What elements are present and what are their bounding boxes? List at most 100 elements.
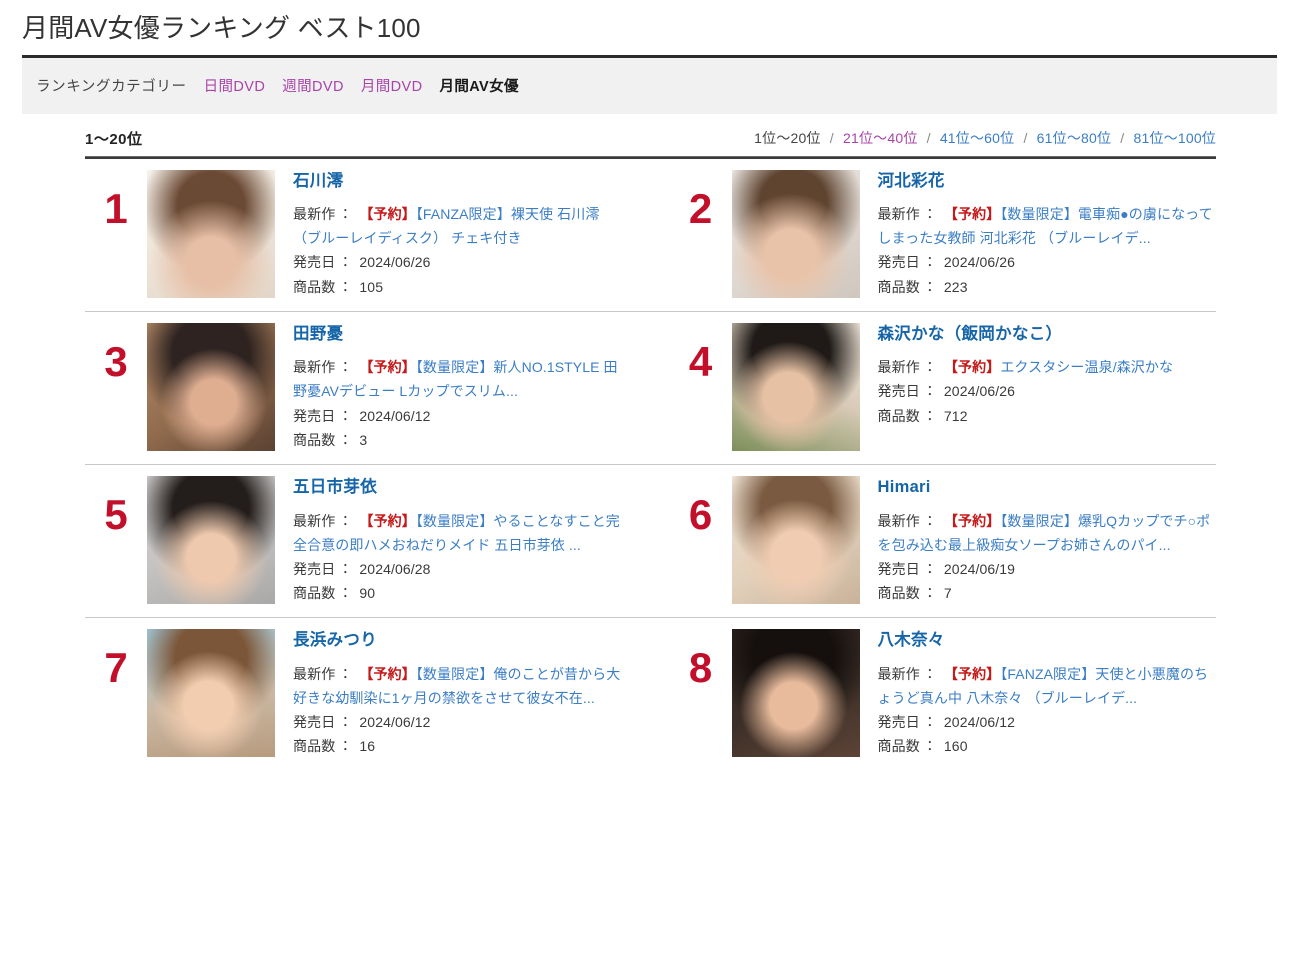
actress-thumbnail[interactable]: [731, 322, 860, 451]
release-date-label: 発売日: [877, 383, 920, 400]
pagination-21-40[interactable]: 21位〜40位: [842, 129, 918, 146]
actress-thumbnail[interactable]: [147, 322, 275, 451]
colon: ：: [922, 560, 937, 577]
latest-work-row: 最新作： 【予約】【数量限定】新人NO.1STYLE 田野憂AVデビュー Lカッ…: [293, 355, 632, 403]
ranking-item-meta: 最新作： 【予約】【FANZA限定】裸天使 石川澪 （ブルーレイディスク） チェ…: [293, 202, 632, 298]
actress-thumbnail[interactable]: [731, 169, 860, 298]
section-header: 1〜20位 1位〜20位 / 21位〜40位 / 41位〜60位 / 61位〜8…: [85, 128, 1216, 159]
pagination-separator: /: [1120, 129, 1125, 146]
actress-thumbnail[interactable]: [147, 475, 275, 604]
item-count-value: 3: [359, 431, 368, 448]
colon: ：: [922, 278, 937, 295]
rank-number: 2: [688, 184, 713, 232]
release-date-label: 発売日: [877, 254, 920, 271]
latest-work-title-link[interactable]: 【FANZA限定】裸天使 石川澪 （ブルーレイディスク） チェキ付き: [293, 206, 600, 247]
colon: ：: [922, 737, 937, 754]
latest-work-row: 最新作： 【予約】エクスタシー温泉/森沢かな: [878, 355, 1217, 379]
latest-work-label: 最新作: [877, 665, 920, 682]
pagination-separator: /: [1023, 129, 1028, 146]
latest-work-row: 最新作： 【予約】【数量限定】爆乳Qカップでチ○ポを包み込む最上級痴女ソープお姉…: [878, 509, 1217, 557]
category-link-monthly-dvd[interactable]: 月間DVD: [360, 78, 423, 95]
colon: ：: [338, 560, 353, 577]
actress-name-link[interactable]: Himari: [877, 477, 931, 496]
pagination-41-60[interactable]: 41位〜60位: [939, 129, 1015, 146]
release-date-row: 発売日： 2024/06/26: [878, 379, 1217, 403]
portrait-image: [147, 169, 275, 298]
ranking-item: 1 石川澪 最新作： 【予約】【FANZA限定】裸天使 石川澪 （ブルーレイディ…: [85, 159, 651, 311]
latest-work-title-link[interactable]: 【数量限定】爆乳Qカップでチ○ポを包み込む最上級痴女ソープお姉さんのパイ...: [877, 512, 1211, 553]
latest-work-title-link[interactable]: 【数量限定】やることなすこと完全合意の即ハメおねだりメイド 五日市芽依 ...: [293, 512, 620, 553]
release-date-value: 2024/06/12: [359, 407, 431, 424]
colon: ：: [338, 512, 353, 529]
release-date-value: 2024/06/19: [943, 560, 1015, 577]
ranking-item-meta: 最新作： 【予約】【数量限定】やることなすこと完全合意の即ハメおねだりメイド 五…: [293, 509, 632, 605]
ranking-item: 6 Himari 最新作： 【予約】【数量限定】爆乳Qカップでチ○ポを包み込む最…: [650, 463, 1217, 617]
rank-number: 5: [104, 490, 128, 538]
latest-work-label: 最新作: [877, 359, 920, 376]
ranking-item: 7 長浜みつり 最新作： 【予約】【数量限定】俺のことが昔から大好きな幼馴染に1…: [85, 616, 651, 770]
release-date-value: 2024/06/12: [943, 713, 1015, 730]
ranking-item-info: 田野憂 最新作： 【予約】【数量限定】新人NO.1STYLE 田野憂AVデビュー…: [293, 323, 632, 452]
ranking-item-meta: 最新作： 【予約】【数量限定】電車痴●の虜になってしまった女教師 河北彩花 （ブ…: [878, 202, 1217, 298]
item-count-row: 商品数： 223: [878, 275, 1217, 299]
actress-thumbnail[interactable]: [147, 169, 275, 298]
release-date-value: 2024/06/26: [943, 383, 1015, 400]
actress-thumbnail[interactable]: [731, 475, 860, 604]
pagination-separator: /: [926, 129, 931, 146]
reserve-badge: 【予約】: [943, 359, 1001, 376]
category-nav-label: ランキングカテゴリー: [36, 78, 187, 95]
latest-work-title-link[interactable]: 【数量限定】俺のことが昔から大好きな幼馴染に1ヶ月の禁欲をさせて彼女不在...: [293, 665, 621, 706]
item-count-label: 商品数: [877, 737, 920, 754]
actress-name-link[interactable]: 森沢かな（飯岡かなこ）: [877, 324, 1063, 343]
release-date-row: 発売日： 2024/06/12: [878, 710, 1217, 734]
latest-work-title-link[interactable]: 【数量限定】新人NO.1STYLE 田野憂AVデビュー Lカップでスリム...: [293, 359, 618, 400]
item-count-label: 商品数: [293, 278, 336, 295]
colon: ：: [338, 278, 353, 295]
actress-name-link[interactable]: 八木奈々: [877, 630, 945, 649]
reserve-badge: 【予約】: [359, 665, 416, 682]
actress-name-link[interactable]: 河北彩花: [877, 171, 945, 190]
reserve-badge: 【予約】: [943, 665, 1001, 682]
item-count-value: 16: [359, 737, 376, 754]
release-date-value: 2024/06/28: [359, 560, 431, 577]
latest-work-title-link[interactable]: エクスタシー温泉/森沢かな: [1000, 359, 1174, 376]
reserve-badge: 【予約】: [359, 206, 416, 223]
rank-number: 3: [104, 337, 128, 385]
colon: ：: [338, 713, 353, 730]
pagination-61-80[interactable]: 61位〜80位: [1036, 129, 1112, 146]
actress-thumbnail[interactable]: [147, 628, 275, 757]
ranking-item: 3 田野憂 最新作： 【予約】【数量限定】新人NO.1STYLE 田野憂AVデビ…: [85, 310, 651, 464]
actress-name-link[interactable]: 田野憂: [293, 324, 344, 343]
item-count-label: 商品数: [293, 431, 336, 448]
actress-name-link[interactable]: 石川澪: [293, 171, 344, 190]
rank-number: 8: [688, 643, 713, 691]
rank-number: 1: [104, 184, 128, 232]
latest-work-label: 最新作: [877, 512, 920, 529]
ranking-item-meta: 最新作： 【予約】【数量限定】俺のことが昔から大好きな幼馴染に1ヶ月の禁欲をさせ…: [293, 662, 632, 758]
category-link-daily-dvd[interactable]: 日間DVD: [203, 78, 266, 95]
latest-work-row: 最新作： 【予約】【数量限定】やることなすこと完全合意の即ハメおねだりメイド 五…: [293, 509, 632, 557]
actress-name-link[interactable]: 長浜みつり: [293, 630, 377, 649]
ranking-item: 2 河北彩花 最新作： 【予約】【数量限定】電車痴●の虜になってしまった女教師 …: [651, 159, 1217, 311]
pagination-81-100[interactable]: 81位〜100位: [1133, 129, 1216, 146]
item-count-row: 商品数： 712: [878, 404, 1217, 428]
category-link-monthly-actress[interactable]: 月間AV女優: [439, 78, 519, 95]
item-count-value: 160: [943, 737, 968, 754]
category-link-weekly-dvd[interactable]: 週間DVD: [282, 78, 344, 95]
release-date-row: 発売日： 2024/06/12: [293, 710, 632, 734]
item-count-value: 223: [943, 278, 968, 295]
ranking-item: 5 五日市芽依 最新作： 【予約】【数量限定】やることなすこと完全合意の即ハメお…: [85, 463, 651, 617]
colon: ：: [338, 254, 353, 271]
item-count-value: 105: [359, 278, 384, 295]
pagination-1-20[interactable]: 1位〜20位: [754, 129, 821, 146]
actress-thumbnail[interactable]: [731, 628, 860, 757]
latest-work-title-link[interactable]: 【FANZA限定】天使と小悪魔のちょうど真ん中 八木奈々 （ブルーレイデ...: [877, 665, 1209, 706]
reserve-badge: 【予約】: [359, 359, 416, 376]
item-count-label: 商品数: [293, 737, 336, 754]
ranking-item-info: Himari 最新作： 【予約】【数量限定】爆乳Qカップでチ○ポを包み込む最上級…: [878, 476, 1217, 605]
ranking-grid: 1 石川澪 最新作： 【予約】【FANZA限定】裸天使 石川澪 （ブルーレイディ…: [85, 159, 1216, 770]
release-date-label: 発売日: [877, 713, 920, 730]
latest-work-title-link[interactable]: 【数量限定】電車痴●の虜になってしまった女教師 河北彩花 （ブルーレイデ...: [877, 206, 1213, 247]
ranking-item-meta: 最新作： 【予約】【数量限定】新人NO.1STYLE 田野憂AVデビュー Lカッ…: [293, 355, 632, 451]
actress-name-link[interactable]: 五日市芽依: [293, 477, 377, 496]
